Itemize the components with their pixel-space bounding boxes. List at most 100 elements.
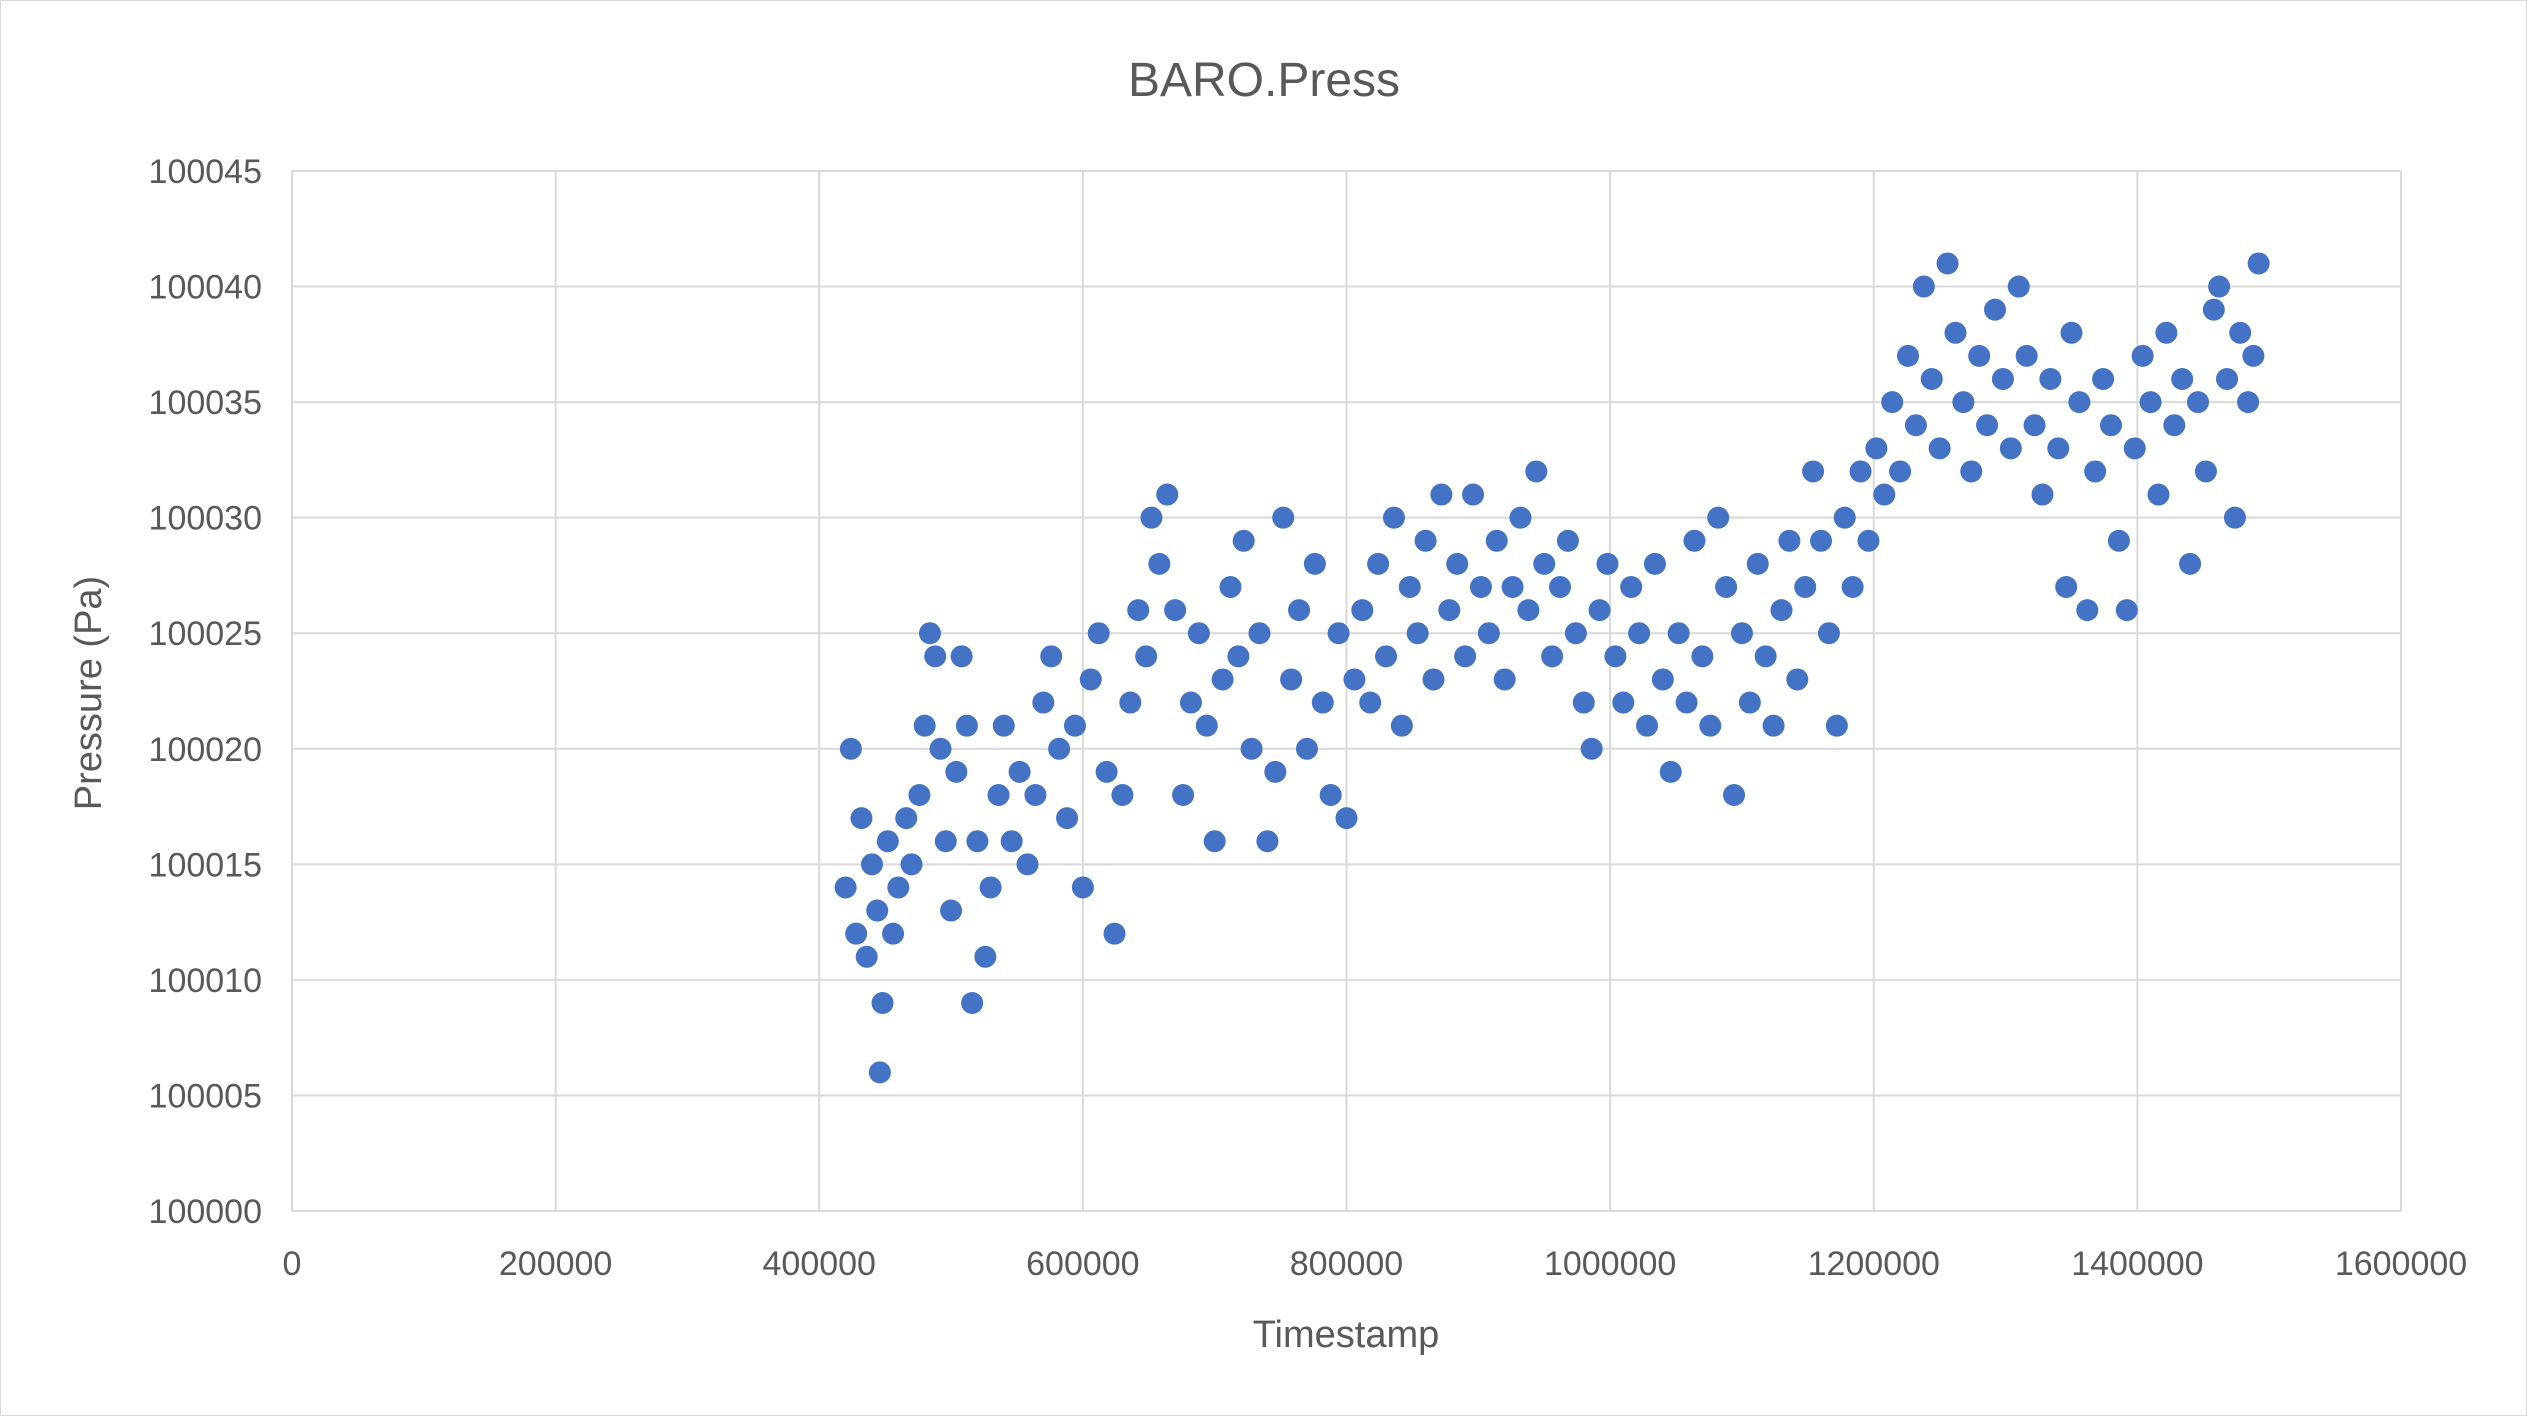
scatter-point [1430,483,1453,506]
scatter-point [1746,552,1769,575]
scatter-point [1040,645,1063,668]
scatter-point [1810,529,1833,552]
x-tick-label: 200000 [499,1245,612,1283]
scatter-point [1675,691,1698,714]
scatter-point [1976,414,1999,437]
scatter-point [1620,576,1643,598]
scatter-point [1857,529,1880,552]
scatter-point [1462,483,1485,506]
scatter-point [1367,552,1390,575]
y-axis-tick-labels: 100000 100005 100010 100015 100020 100025 1000… [149,153,262,1231]
scatter-point [1232,529,1255,552]
scatter-point [918,622,941,645]
scatter-point [1984,298,2007,321]
scatter-point [1715,576,1738,598]
scatter-point [913,714,936,737]
scatter-point [839,737,862,760]
scatter-point [1667,622,1690,645]
scatter-point [887,876,910,899]
scatter-point [2155,321,2178,344]
scatter-point [2147,483,2170,506]
scatter-point [871,992,894,1014]
scatter-point [2047,437,2070,460]
scatter-point [1596,552,1619,575]
scatter-point [1604,645,1627,668]
scatter-point [1849,460,1872,483]
scatter-point [1683,529,1706,552]
scatter-point [1873,483,1896,506]
scatter-point [1723,784,1746,806]
x-axis-tick-labels: 0 200000 400000 600000 800000 1000000 1200000 1… [283,1245,2468,1283]
scatter-point [974,945,997,968]
scatter-point [1335,807,1358,830]
scatter-point [945,760,968,783]
scatter-point [1817,622,1840,645]
scatter-point [1960,460,1983,483]
scatter-point [1164,599,1187,622]
scatter-point [1912,275,1935,298]
gridlines [291,170,2402,1212]
scatter-point [1549,576,1572,598]
x-tick-label: 1000000 [1544,1245,1676,1283]
scatter-point [1272,506,1295,529]
scatter-point [1778,529,1801,552]
scatter-point [2076,599,2099,622]
scatter-point [2023,414,2046,437]
scatter-point [866,899,889,922]
scatter-point [1841,576,1864,598]
scatter-point [1240,737,1263,760]
y-axis-title: Pressure (Pa) [68,576,110,810]
scatter-point [1087,622,1110,645]
scatter-point [2107,529,2130,552]
scatter-point [834,876,857,899]
scatter-point [868,1061,891,1084]
scatter-point [1135,645,1158,668]
scatter-point [1533,552,1556,575]
y-tick-label: 100015 [149,846,262,884]
y-tick-label: 100040 [149,269,262,307]
scatter-point [1248,622,1271,645]
scatter-point [979,876,1002,899]
y-tick-label: 100045 [149,153,262,191]
scatter-point [2084,460,2107,483]
scatter-point [2247,252,2270,275]
scatter-point [1659,760,1682,783]
scatter-point [1572,691,1595,714]
scatter-point [850,807,873,830]
scatter-point [2223,506,2246,529]
scatter-point [1119,691,1142,714]
scatter-point [1699,714,1722,737]
scatter-point [2139,391,2162,414]
scatter-point [1127,599,1150,622]
scatter-point [845,922,868,945]
scatter-point [876,830,899,853]
scatter-point [855,945,878,968]
scatter-point [2216,368,2239,390]
scatter-point [1446,552,1469,575]
scatter-point [2202,298,2225,321]
scatter-point [1612,691,1635,714]
scatter-point [1024,784,1047,806]
scatter-point [2068,391,2091,414]
scatter-point [2171,368,2194,390]
scatter-point [895,807,918,830]
y-tick-label: 100005 [149,1077,262,1115]
scatter-point [1264,760,1287,783]
scatter-point [1406,622,1429,645]
scatter-point [1195,714,1218,737]
scatter-point [1422,668,1445,691]
scatter-point [1643,552,1666,575]
scatter-point [1786,668,1809,691]
scatter-point [929,737,952,760]
scatter-point [1944,321,1967,344]
scatter-point [860,853,883,876]
x-tick-label: 600000 [1026,1245,1139,1283]
scatter-point [1048,737,1071,760]
scatter-point [1071,876,1094,899]
scatter-point [1928,437,1951,460]
scatter-point [1517,599,1540,622]
y-tick-label: 100010 [149,962,262,1000]
scatter-point [1438,599,1461,622]
